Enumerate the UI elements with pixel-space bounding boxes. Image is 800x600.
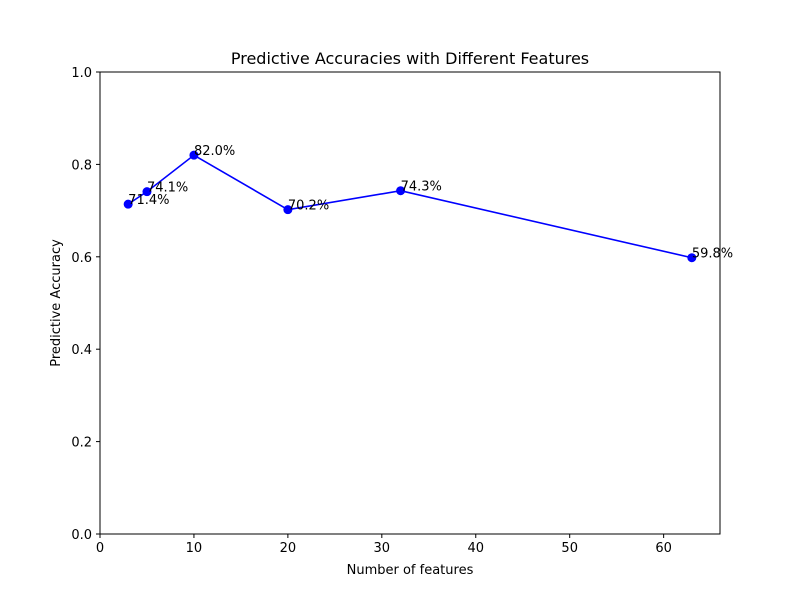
x-tick-label: 0 [96, 541, 104, 556]
y-tick-label: 0.2 [71, 436, 92, 451]
y-tick-label: 0.8 [71, 158, 92, 173]
data-labels: 71.4%74.1% 82.0% 70.2% 74.3% 59.8% [128, 144, 733, 262]
y-tick-label: 0.6 [71, 251, 92, 266]
x-tick-label: 30 [374, 541, 391, 556]
data-point [142, 187, 152, 197]
x-tick-label: 40 [467, 541, 484, 556]
series-markers [123, 150, 697, 263]
y-axis-ticks: 0.0 0.2 0.4 0.6 0.8 1.0 [71, 66, 100, 543]
x-tick-label: 10 [186, 541, 203, 556]
y-tick-label: 0.0 [71, 528, 92, 543]
data-label: 74.1% [147, 181, 188, 196]
data-point [189, 150, 199, 160]
x-tick-label: 20 [280, 541, 297, 556]
data-label: 59.8% [692, 247, 733, 262]
data-label: 71.4% [128, 193, 169, 208]
x-tick-label: 50 [561, 541, 578, 556]
plot-area-frame [99, 71, 721, 535]
data-point [283, 205, 293, 215]
x-axis-ticks: 0 10 20 30 40 50 60 [96, 534, 672, 556]
x-tick-label: 60 [655, 541, 672, 556]
x-axis-label: Number of features [347, 563, 474, 578]
data-label: 74.3% [401, 180, 442, 195]
y-tick-label: 0.4 [71, 343, 92, 358]
data-label: 70.2% [288, 199, 329, 214]
data-point [396, 186, 406, 196]
y-tick-label: 1.0 [71, 66, 92, 81]
data-point [123, 199, 133, 209]
data-point [687, 253, 697, 263]
y-axis-label: Predictive Accuracy [49, 239, 64, 367]
chart-title: Predictive Accuracies with Different Fea… [231, 49, 589, 68]
data-label: 82.0% [194, 144, 235, 159]
